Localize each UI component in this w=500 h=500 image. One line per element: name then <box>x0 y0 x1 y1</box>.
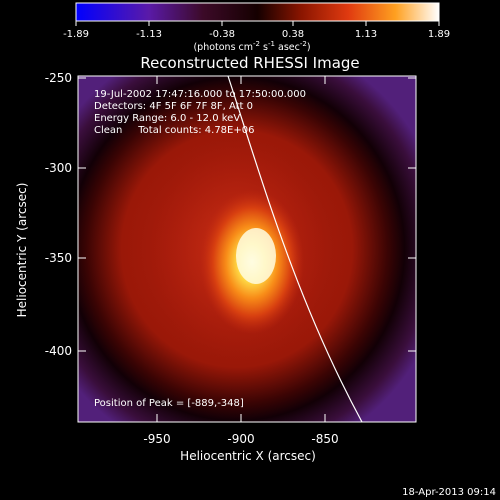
y-axis-ticks: -250 -300 -350 -400 <box>45 71 416 358</box>
x-tick-label: -900 <box>227 432 254 446</box>
image-title: Reconstructed RHESSI Image <box>140 54 359 72</box>
info-clean-counts: Clean Total counts: 4.78E+06 <box>94 125 254 136</box>
info-time-range: 19-Jul-2002 17:47:16.000 to 17:50:00.000 <box>94 89 306 100</box>
x-axis-label: Heliocentric X (arcsec) <box>180 449 316 463</box>
y-tick-label: -400 <box>45 344 72 358</box>
solar-limb-line <box>227 76 363 422</box>
y-axis-label: Heliocentric Y (arcsec) <box>15 183 29 318</box>
colorbar-tick-label: 0.38 <box>282 29 304 40</box>
x-axis-ticks: -950 -900 -850 <box>143 76 339 446</box>
observation-info: 19-Jul-2002 17:47:16.000 to 17:50:00.000… <box>94 89 306 136</box>
colorbar: -1.89 -1.13 -0.38 0.38 1.13 1.89 (photons cm-… <box>63 2 450 53</box>
timestamp: 18-Apr-2013 09:14 <box>402 487 496 498</box>
info-detectors: Detectors: 4F 5F 6F 7F 8F, Att 0 <box>94 101 253 112</box>
plot-frame <box>77 75 417 423</box>
solar-image <box>78 76 416 422</box>
colorbar-tick-label: -0.38 <box>209 29 235 40</box>
colorbar-ticks: -1.89 -1.13 -0.38 0.38 1.13 1.89 <box>63 21 450 40</box>
y-tick-label: -300 <box>45 161 72 175</box>
peak-position: Position of Peak = [-889,-348] <box>94 398 244 409</box>
x-tick-label: -850 <box>311 432 338 446</box>
y-tick-label: -350 <box>45 251 72 265</box>
colorbar-tick-label: -1.13 <box>136 29 162 40</box>
colorbar-tick-label: 1.13 <box>355 29 377 40</box>
colorbar-units: (photons cm-2 s-1 asec-2) <box>193 40 310 53</box>
colorbar-tick-label: 1.89 <box>428 29 450 40</box>
colorbar-tick-label: -1.89 <box>63 29 89 40</box>
info-energy-range: Energy Range: 6.0 - 12.0 keV <box>94 113 240 124</box>
colorbar-gradient <box>75 2 440 22</box>
x-tick-label: -950 <box>143 432 170 446</box>
y-tick-label: -250 <box>45 71 72 85</box>
